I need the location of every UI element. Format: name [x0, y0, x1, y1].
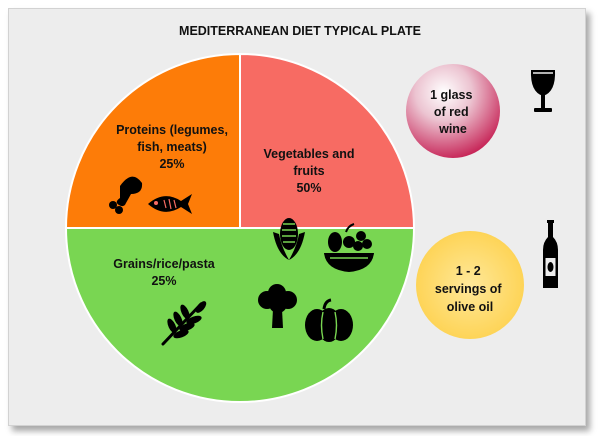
slice-vegetables-fruits: [64, 227, 416, 403]
olive-oil-bottle-icon: [543, 220, 558, 288]
plate-pie-labels: Proteins (legumes, fish, meats) 25% Vegetab…: [113, 123, 354, 288]
chicken-leg-icon: [109, 176, 143, 214]
fish-icon: [148, 194, 192, 214]
wine-circle: [406, 64, 500, 158]
slice-proteins-label: Proteins (legumes, fish, meats) 25%: [116, 123, 228, 171]
slice-vegetables-fruits-label: Vegetables and fruits 50%: [263, 147, 354, 195]
wine-label: 1 glass of red wine: [430, 88, 476, 136]
wheat-icon: [161, 301, 207, 346]
fruit-bowl-icon: [324, 223, 374, 272]
slice-grains-label: Grains/rice/pasta 25%: [113, 257, 215, 288]
plate-pie: [64, 52, 416, 403]
olive-oil-label: 1 - 2 servings of olive oil: [435, 264, 505, 314]
slice-grains: [64, 52, 241, 229]
pumpkin-icon: [305, 298, 353, 342]
corn-icon: [273, 218, 305, 260]
chart-title: MEDITERRANEAN DIET TYPICAL PLATE: [179, 24, 421, 38]
slice-proteins: [239, 52, 416, 229]
wine-glass-icon: [530, 70, 556, 112]
olive-oil-circle: [416, 231, 524, 339]
broccoli-icon: [258, 284, 297, 328]
